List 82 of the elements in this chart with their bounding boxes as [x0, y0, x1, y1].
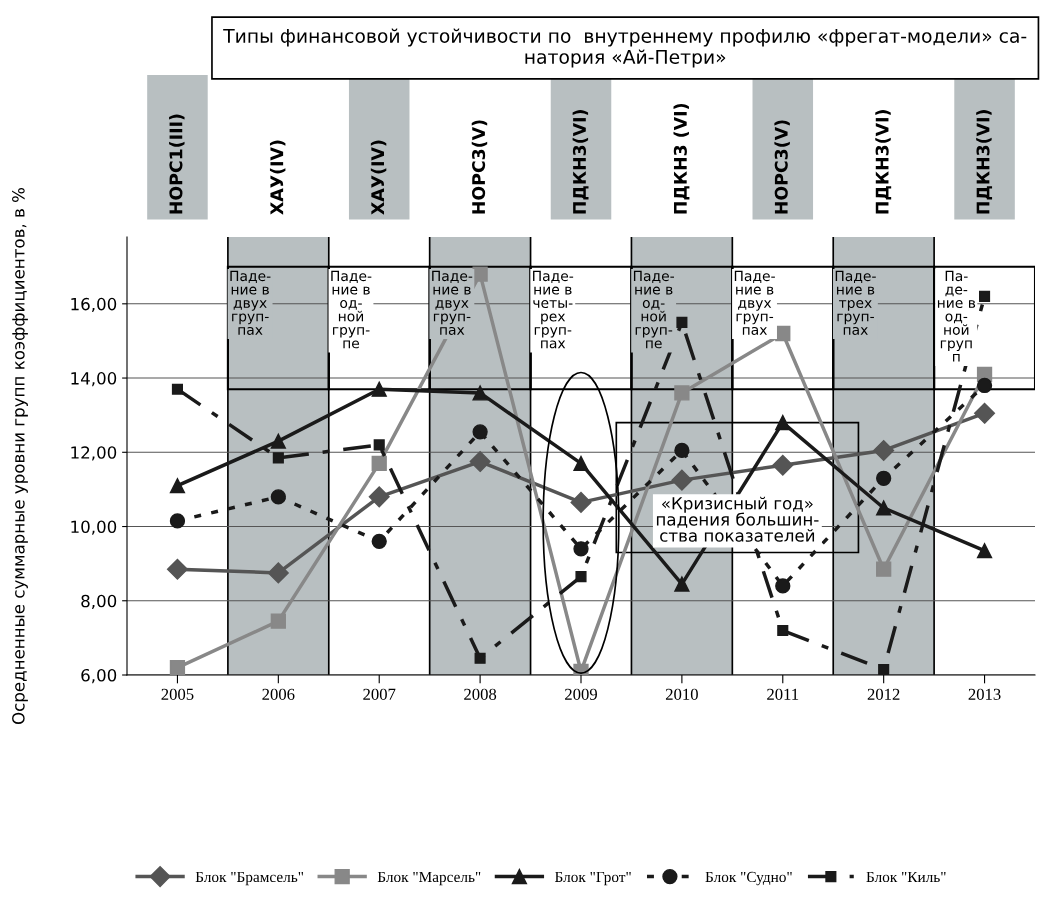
point — [169, 659, 186, 675]
point — [267, 562, 289, 584]
annotation: Паде- ние в четы- рех груп- пах — [533, 270, 574, 349]
chart-title: Типы финансовой устойчивости по внутреннему профилю «фрегат-модели» са- натория «Ай-Петри» — [223, 28, 1027, 68]
point — [169, 513, 186, 529]
point — [674, 442, 690, 459]
legend-label: Блок "Марсель" — [377, 871, 481, 886]
point — [573, 455, 589, 472]
y-tick-label: 12,00 — [71, 446, 117, 461]
text: ПДКН3(VI) — [875, 110, 892, 214]
point — [371, 533, 387, 550]
point — [876, 500, 892, 516]
point — [876, 470, 892, 486]
point — [573, 541, 589, 557]
text: ХАУ(IV) — [269, 140, 286, 215]
point — [676, 316, 688, 328]
point — [169, 478, 186, 494]
legend-label: Блок "Судно" — [705, 871, 792, 886]
annotation: Паде- ние в двух груп- пах — [230, 270, 271, 335]
annotation: Паде- ние в двух груп- пах — [432, 270, 473, 335]
point — [674, 385, 690, 401]
point — [873, 439, 895, 461]
annotation: «Кризисный год» падения большин- ства показателей — [656, 496, 819, 542]
point — [469, 451, 491, 473]
point — [976, 377, 993, 394]
y-tick-label: 8,00 — [81, 594, 117, 610]
text: НОРС3(V) — [774, 120, 790, 214]
annotation: Паде- ние в од- ной груп- пе — [331, 270, 372, 349]
point — [775, 414, 791, 431]
x-tick-label: 2005 — [161, 688, 194, 700]
legend-label: Блок "Грот" — [554, 871, 631, 886]
y-tick-label: 6,00 — [81, 668, 117, 684]
point — [976, 543, 993, 559]
y-tick-label: 16,00 — [71, 297, 117, 313]
annotation: Па- де- ние в од- ной груп п — [937, 270, 976, 362]
y-axis-title: Осредненные суммарные уровни групп коэффициентов, в % — [12, 187, 28, 725]
x-tick-label: 2010 — [665, 688, 698, 700]
text: НОРС1(III) — [169, 114, 185, 214]
point — [472, 385, 488, 401]
point — [474, 652, 486, 664]
legend-label: Блок "Киль" — [866, 871, 946, 883]
x-tick-label: 2012 — [867, 688, 900, 700]
text: НОРС3(V) — [471, 120, 488, 214]
annotation: Паде- ние в двух груп- пах — [734, 270, 775, 335]
point — [166, 558, 188, 580]
point — [777, 624, 789, 637]
point — [272, 452, 284, 464]
point — [472, 266, 488, 282]
point — [373, 439, 385, 451]
point — [371, 381, 387, 397]
point — [775, 578, 791, 594]
annotation: Паде- ние в трех груп- пах — [835, 270, 876, 335]
point — [270, 433, 286, 449]
point — [674, 576, 690, 592]
point — [171, 383, 184, 395]
text: ПДКН3(VI) — [976, 110, 993, 214]
x-tick-label: 2011 — [767, 688, 799, 700]
legend-label: Блок "Брамсель" — [195, 871, 304, 886]
text: ХАУ(IV) — [370, 140, 387, 215]
annotation: Паде- ние в од- ной груп- пе — [633, 270, 675, 349]
point — [270, 613, 286, 629]
point — [270, 489, 286, 505]
x-tick-label: 2006 — [262, 688, 295, 700]
point — [472, 424, 488, 440]
x-tick-label: 2008 — [464, 688, 497, 700]
x-tick-label: 2013 — [968, 688, 1001, 700]
point — [575, 571, 587, 583]
x-tick-label: 2009 — [565, 688, 597, 700]
point — [974, 402, 996, 424]
text: ПДКН3 (VI) — [673, 103, 690, 214]
y-tick-label: 14,00 — [71, 372, 117, 387]
point — [876, 561, 892, 577]
point — [371, 455, 387, 472]
point — [570, 491, 592, 513]
point — [878, 663, 890, 675]
point — [671, 469, 693, 491]
point — [978, 290, 991, 302]
y-tick-label: 10,00 — [71, 520, 117, 535]
text: ПДКН3(VI) — [572, 110, 589, 214]
point — [368, 486, 390, 508]
x-tick-label: 2007 — [363, 688, 396, 700]
point — [772, 454, 794, 476]
